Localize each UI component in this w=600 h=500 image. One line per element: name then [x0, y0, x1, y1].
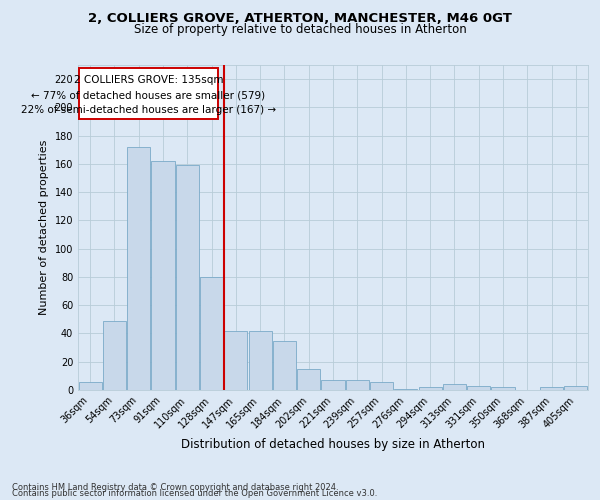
Bar — [322, 380, 344, 390]
Bar — [565, 386, 587, 390]
Text: ← 77% of detached houses are smaller (579): ← 77% of detached houses are smaller (57… — [31, 90, 265, 101]
Bar — [273, 340, 296, 390]
Bar — [491, 387, 515, 390]
Bar — [467, 386, 490, 390]
Text: 2 COLLIERS GROVE: 135sqm: 2 COLLIERS GROVE: 135sqm — [74, 75, 223, 85]
Text: Size of property relative to detached houses in Atherton: Size of property relative to detached ho… — [134, 22, 466, 36]
Y-axis label: Number of detached properties: Number of detached properties — [39, 140, 49, 315]
Bar — [79, 382, 101, 390]
Bar — [200, 277, 223, 390]
Text: Contains HM Land Registry data © Crown copyright and database right 2024.: Contains HM Land Registry data © Crown c… — [12, 484, 338, 492]
Bar — [419, 387, 442, 390]
X-axis label: Distribution of detached houses by size in Atherton: Distribution of detached houses by size … — [181, 438, 485, 451]
Text: Contains public sector information licensed under the Open Government Licence v3: Contains public sector information licen… — [12, 490, 377, 498]
Bar — [394, 388, 418, 390]
Bar — [370, 382, 393, 390]
Text: 22% of semi-detached houses are larger (167) →: 22% of semi-detached houses are larger (… — [21, 104, 276, 115]
Bar — [103, 321, 126, 390]
Bar — [248, 330, 272, 390]
Bar — [443, 384, 466, 390]
Bar — [297, 369, 320, 390]
Bar — [540, 387, 563, 390]
Bar — [346, 380, 369, 390]
Bar — [224, 330, 247, 390]
Bar — [127, 147, 150, 390]
Bar — [176, 166, 199, 390]
Text: 2, COLLIERS GROVE, ATHERTON, MANCHESTER, M46 0GT: 2, COLLIERS GROVE, ATHERTON, MANCHESTER,… — [88, 12, 512, 26]
Bar — [151, 161, 175, 390]
FancyBboxPatch shape — [79, 68, 218, 118]
